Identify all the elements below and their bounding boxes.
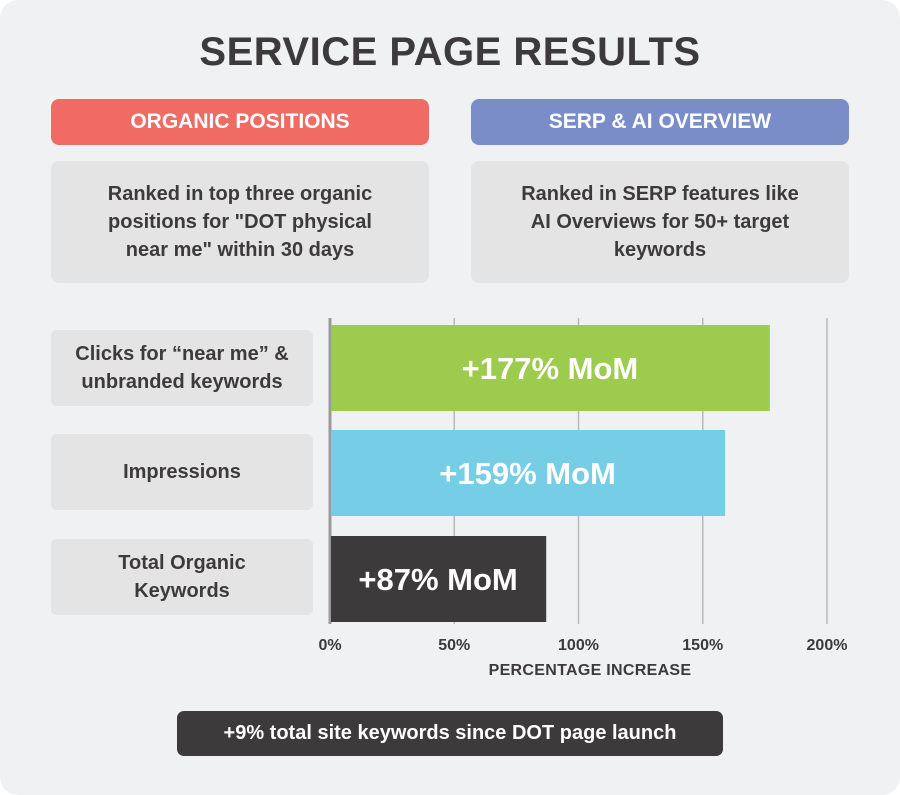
organic-positions-text: Ranked in top three organic positions fo… <box>51 161 429 283</box>
x-tick-label-150: 150% <box>682 637 723 654</box>
x-tick-label-100: 100% <box>558 637 599 654</box>
bar-value-label-1: +177% MoM <box>462 351 639 386</box>
footer-summary-badge: +9% total site keywords since DOT page l… <box>177 711 723 756</box>
serp-ai-overview-header: SERP & AI OVERVIEW <box>471 99 849 145</box>
x-tick-label-200: 200% <box>807 637 848 654</box>
bar-2 <box>331 430 726 516</box>
bar-3 <box>331 536 547 622</box>
bar-1 <box>331 325 770 411</box>
x-tick-label-0: 0% <box>318 637 341 654</box>
bar-value-label-2: +159% MoM <box>439 456 616 491</box>
organic-positions-header: ORGANIC POSITIONS <box>51 99 429 145</box>
category-label-total-organic-keywords: Total Organic Keywords <box>51 539 313 615</box>
x-axis-title: PERCENTAGE INCREASE <box>488 662 692 679</box>
page-title: SERVICE PAGE RESULTS <box>199 30 701 74</box>
category-label-clicks: Clicks for “near me” & unbranded keyword… <box>51 330 313 406</box>
category-label-impressions: Impressions <box>51 434 313 510</box>
x-tick-label-50: 50% <box>438 637 470 654</box>
serp-ai-overview-text: Ranked in SERP features like AI Overview… <box>471 161 849 283</box>
bar-value-label-3: +87% MoM <box>358 562 517 597</box>
